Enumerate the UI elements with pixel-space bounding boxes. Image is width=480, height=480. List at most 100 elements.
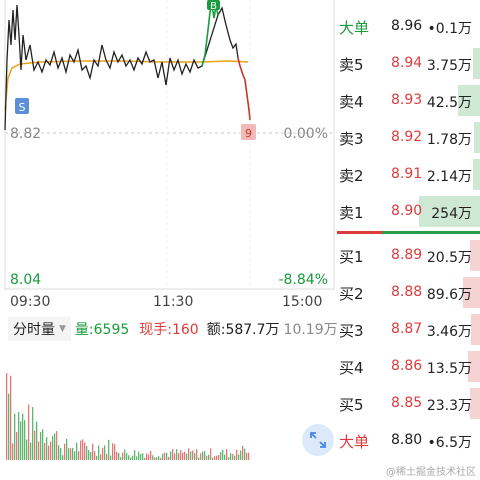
nine-marker-label: 9 bbox=[245, 127, 252, 140]
price-line bbox=[4, 4, 239, 131]
ask-row[interactable]: 卖5 8.94 3.75万 bbox=[335, 45, 480, 82]
chevron-down-icon: ▼ bbox=[59, 324, 66, 334]
volume-bars bbox=[6, 373, 250, 460]
order-level-price: 8.94 bbox=[391, 55, 423, 71]
volume-bar bbox=[8, 393, 10, 460]
big-sell-row[interactable]: 大单 8.96 •0.1万 bbox=[335, 8, 480, 45]
volume-type-select[interactable]: 分时量 ▼ bbox=[8, 317, 71, 341]
volume-bar bbox=[170, 451, 172, 460]
volume-bar bbox=[138, 451, 140, 460]
bid-row[interactable]: 买4 8.86 13.5万 bbox=[335, 348, 480, 385]
volume-bar bbox=[86, 446, 88, 460]
volume-bar bbox=[144, 457, 146, 460]
volume-bar bbox=[24, 420, 26, 460]
order-level-name: 卖2 bbox=[339, 167, 364, 185]
volume-bar bbox=[212, 457, 214, 460]
volume-bar bbox=[116, 451, 118, 460]
volume-bar bbox=[232, 453, 234, 460]
b-marker[interactable]: B bbox=[207, 0, 220, 12]
volume-bar bbox=[246, 452, 248, 460]
volume-bar bbox=[94, 451, 96, 460]
price-line-rise bbox=[201, 4, 219, 67]
volume-bar bbox=[108, 439, 110, 460]
volume-bar bbox=[176, 449, 178, 460]
volume-bar bbox=[178, 453, 180, 460]
order-level-price: 8.80 bbox=[391, 432, 423, 448]
order-level-volume: 3.46万 bbox=[426, 324, 472, 340]
volume-bar bbox=[158, 456, 160, 460]
volume-bar bbox=[168, 456, 170, 460]
volume-type-label: 分时量 bbox=[13, 322, 55, 338]
order-level-price: 8.86 bbox=[391, 358, 423, 374]
volume-bar bbox=[30, 442, 32, 460]
ask-volume-bar bbox=[458, 85, 480, 116]
volume-bar bbox=[132, 455, 134, 460]
volume-bar bbox=[184, 451, 186, 460]
ask-row[interactable]: 卖4 8.93 42.5万 bbox=[335, 82, 480, 119]
bid-row[interactable]: 买1 8.89 20.5万 bbox=[335, 237, 480, 274]
low-price-label: 8.04 bbox=[10, 272, 42, 288]
volume-bar bbox=[36, 421, 38, 460]
intraday-chart[interactable]: S B 9 bbox=[0, 0, 335, 290]
ask-row[interactable]: 卖3 8.92 1.78万 bbox=[335, 119, 480, 156]
order-level-name: 买5 bbox=[339, 396, 364, 414]
order-level-volume: 13.5万 bbox=[426, 361, 472, 377]
ask-volume-bar bbox=[474, 122, 480, 153]
time-label-mid: 11:30 bbox=[153, 294, 194, 310]
volume-bar bbox=[224, 454, 226, 460]
volume-bar bbox=[98, 445, 100, 460]
volume-bar bbox=[136, 456, 138, 460]
volume-bar bbox=[68, 448, 70, 460]
volume-bar bbox=[198, 457, 200, 460]
volume-bar bbox=[128, 455, 130, 460]
volume-chart[interactable] bbox=[0, 342, 335, 460]
nine-marker[interactable]: 9 bbox=[241, 124, 256, 140]
order-level-price: 8.93 bbox=[391, 92, 423, 108]
volume-bar bbox=[152, 455, 154, 460]
volume-bar bbox=[90, 452, 92, 460]
bid-volume-bar bbox=[471, 314, 480, 345]
order-level-name: 买3 bbox=[339, 322, 364, 340]
ask-row[interactable]: 卖2 8.91 2.14万 bbox=[335, 156, 480, 193]
volume-bar bbox=[218, 454, 220, 460]
volume-header: 分时量 ▼ 量:6595 现手:160 额:587.7万 10.19万 bbox=[8, 316, 338, 342]
volume-bar bbox=[110, 455, 112, 460]
volume-bar bbox=[210, 448, 212, 460]
order-level-name: 卖3 bbox=[339, 130, 364, 148]
volume-bar bbox=[28, 404, 30, 460]
volume-bar bbox=[54, 433, 56, 460]
volume-bar bbox=[194, 452, 196, 460]
volume-bar bbox=[38, 441, 40, 460]
volume-bar bbox=[112, 443, 114, 460]
average-price-line bbox=[4, 60, 249, 111]
bid-volume-bar bbox=[468, 351, 480, 382]
volume-max: 10.19万 bbox=[283, 322, 338, 338]
volume-bar bbox=[226, 449, 228, 460]
volume-bar bbox=[188, 448, 190, 460]
ask-row[interactable]: 卖1 8.90 254万 bbox=[335, 193, 480, 230]
volume-bar bbox=[214, 456, 216, 460]
b-marker-label: B bbox=[210, 1, 217, 12]
volume-bar bbox=[64, 443, 66, 460]
volume-bar bbox=[56, 431, 58, 460]
big-buy-row[interactable]: 大单 8.80 •6.5万 bbox=[335, 422, 480, 459]
order-level-volume: 89.6万 bbox=[426, 287, 472, 303]
ask-volume-bar bbox=[419, 196, 480, 227]
watermark: @稀土掘金技术社区 bbox=[386, 467, 476, 478]
volume-bar bbox=[6, 373, 8, 460]
bid-row[interactable]: 买5 8.85 23.3万 bbox=[335, 385, 480, 422]
bid-row[interactable]: 买2 8.88 89.6万 bbox=[335, 274, 480, 311]
volume-bar bbox=[156, 457, 158, 460]
order-level-price: 8.90 bbox=[391, 203, 423, 219]
order-level-name: 大单 bbox=[339, 433, 370, 451]
expand-button[interactable] bbox=[302, 424, 334, 456]
volume-bar bbox=[50, 441, 52, 460]
volume-bar bbox=[106, 453, 108, 460]
volume-bar bbox=[124, 449, 126, 460]
s-marker[interactable]: S bbox=[15, 98, 29, 114]
volume-bar bbox=[182, 452, 184, 460]
bid-row[interactable]: 买3 8.87 3.46万 bbox=[335, 311, 480, 348]
volume-bar bbox=[140, 453, 142, 460]
price-line-fall bbox=[237, 57, 251, 121]
bottom-bar: @稀土掘金技术社区 bbox=[0, 460, 480, 480]
